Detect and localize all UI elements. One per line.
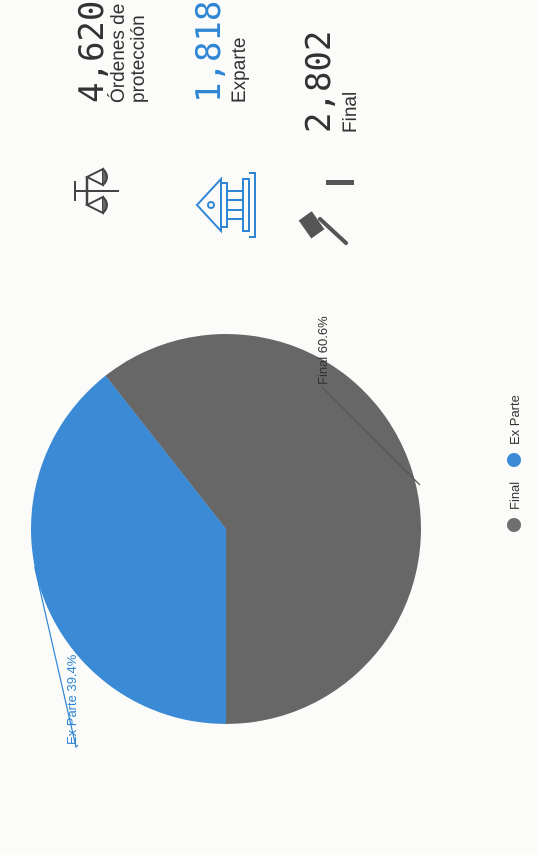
- stat-total-number: 4,620: [72, 1, 112, 103]
- legend-marker-ex-parte: [507, 453, 521, 467]
- stat-total-label-line1: Órdenes de: [107, 4, 129, 103]
- chart-legend: Final Ex Parte: [507, 395, 522, 532]
- gavel-icon: [298, 180, 354, 245]
- stat-total-label-line2: protección: [128, 15, 149, 103]
- legend-marker-final: [507, 518, 521, 532]
- pie-slice-final: [105, 334, 421, 724]
- ex-parte-label-leader: [34, 566, 79, 749]
- stat-exparte-number: 1,818: [189, 1, 229, 103]
- pie-chart: [31, 334, 421, 724]
- legend-label-final: Final: [507, 482, 522, 510]
- final-label-leader: [321, 386, 421, 486]
- legend-label-ex-parte: Ex Parte: [507, 395, 522, 445]
- scales-icon: [74, 167, 119, 215]
- stat-final-number: 2,802: [299, 31, 339, 133]
- pie-slice-ex-parte: [31, 375, 226, 724]
- courthouse-icon: [195, 172, 256, 238]
- stats-panel: 4,620 Órdenes de protección 1,818 Expart…: [72, 1, 361, 133]
- stat-final-label: Final: [340, 92, 361, 133]
- final-slice-label: Final 60.6%: [315, 316, 330, 385]
- ex-parte-slice-label: Ex Parte 39.4%: [64, 654, 79, 745]
- stat-exparte-label: Exparte: [229, 38, 250, 103]
